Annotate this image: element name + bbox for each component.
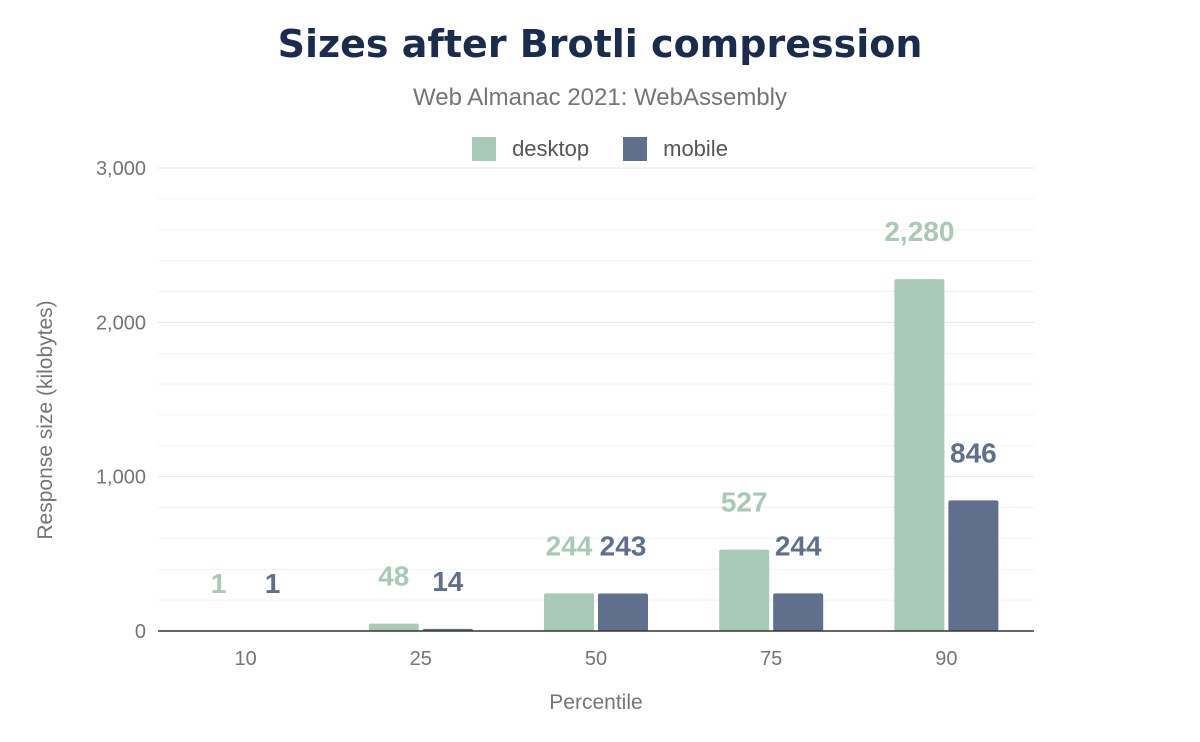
legend-swatch-desktop xyxy=(472,137,497,161)
y-tick-label: 2,000 xyxy=(96,312,146,334)
y-axis-title: Response size (kilobytes) xyxy=(34,300,57,539)
data-label-desktop-10: 1 xyxy=(211,568,227,599)
data-label-desktop-90: 2,280 xyxy=(884,216,954,247)
x-tick-label: 90 xyxy=(935,648,957,670)
y-tick-label: 3,000 xyxy=(96,158,146,180)
bars xyxy=(193,279,999,631)
bar-mobile-75 xyxy=(773,593,824,631)
bar-mobile-90 xyxy=(948,500,999,631)
data-label-desktop-50: 244 xyxy=(546,530,593,561)
axes: 0 1,000 2,000 3,000 10 25 50 75 90 xyxy=(96,158,1034,670)
data-label-mobile-90: 846 xyxy=(950,437,997,468)
legend-item-mobile[interactable]: mobile xyxy=(623,136,728,162)
bar-desktop-50 xyxy=(544,593,594,631)
bar-desktop-25 xyxy=(368,623,419,631)
data-label-mobile-50: 243 xyxy=(600,530,647,561)
data-label-desktop-25: 48 xyxy=(378,561,409,592)
chart-title: Sizes after Brotli compression xyxy=(277,22,923,66)
bar-mobile-50 xyxy=(598,593,648,631)
legend-label-mobile: mobile xyxy=(663,136,728,161)
gridlines xyxy=(158,167,1034,601)
legend-swatch-mobile xyxy=(623,137,648,161)
legend: desktop mobile xyxy=(0,136,1200,162)
y-tick-label: 1,000 xyxy=(96,467,146,489)
data-label-mobile-75: 244 xyxy=(775,530,822,561)
x-tick-label: 50 xyxy=(585,648,607,670)
x-axis-title: Percentile xyxy=(549,691,642,714)
x-tick-label: 10 xyxy=(234,648,256,670)
data-label-mobile-25: 14 xyxy=(432,566,464,597)
data-label-mobile-10: 1 xyxy=(265,568,281,599)
x-tick-label: 25 xyxy=(410,648,432,670)
x-tick-label: 75 xyxy=(760,648,782,670)
chart-subtitle: Web Almanac 2021: WebAssembly xyxy=(413,84,787,111)
y-tick-label: 0 xyxy=(135,621,146,643)
data-label-desktop-75: 527 xyxy=(721,487,768,518)
bar-desktop-90 xyxy=(894,279,945,631)
bar-desktop-75 xyxy=(719,549,770,631)
legend-item-desktop[interactable]: desktop xyxy=(472,136,589,162)
legend-label-desktop: desktop xyxy=(512,136,590,161)
